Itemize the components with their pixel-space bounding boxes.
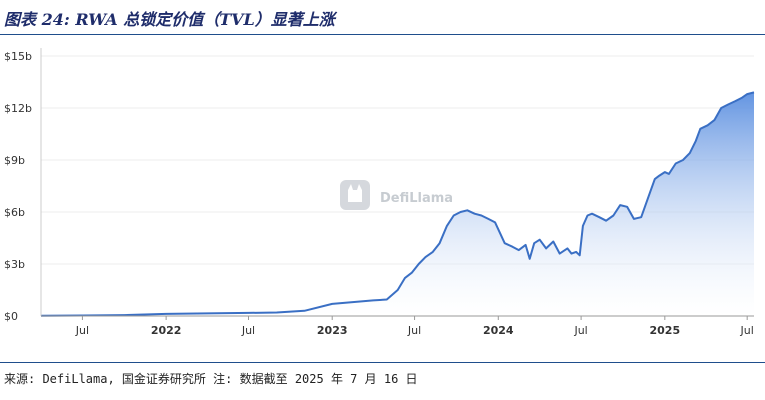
y-axis-ticks: $0 $3b $6b $9b $12b $15b	[4, 50, 32, 323]
x-tick-label: Jul	[740, 324, 754, 337]
x-axis-ticks: Jul 2022 Jul 2023 Jul 2024 Jul 2025 Jul	[75, 316, 754, 337]
x-tick-label: Jul	[573, 324, 587, 337]
series-area	[40, 91, 755, 317]
series-fill	[41, 92, 754, 317]
series-line	[40, 91, 755, 317]
x-tick-label: Jul	[75, 324, 89, 337]
figure-title: 图表 24: RWA 总锁定价值（TVL）显著上涨	[4, 10, 335, 29]
x-tick-label: 2023	[317, 324, 348, 337]
y-tick-label: $0	[4, 310, 18, 323]
watermark-text: DefiLlama	[380, 191, 453, 206]
y-tick-label: $15b	[4, 50, 32, 63]
x-tick-label: 2025	[650, 324, 681, 337]
x-tick-label: Jul	[407, 324, 421, 337]
y-tick-label: $12b	[4, 102, 32, 115]
defillama-watermark: DefiLlama	[340, 180, 453, 210]
source-note: 来源: DefiLlama, 国金证券研究所 注: 数据截至 2025 年 7 …	[4, 372, 418, 386]
footer-rule	[0, 362, 765, 363]
y-tick-label: $9b	[4, 154, 25, 167]
y-tick-label: $3b	[4, 258, 25, 271]
title-rule	[0, 34, 765, 35]
x-tick-label: 2022	[151, 324, 182, 337]
axes	[40, 48, 754, 317]
y-tick-label: $6b	[4, 206, 25, 219]
llama-logo-icon	[340, 180, 370, 210]
x-tick-label: 2024	[483, 324, 514, 337]
tvl-area-chart: DefiLlama $0$3b$6b$9b$12b$15b Jul 2022 Jul…	[4, 48, 755, 337]
x-tick-label: Jul	[241, 324, 255, 337]
